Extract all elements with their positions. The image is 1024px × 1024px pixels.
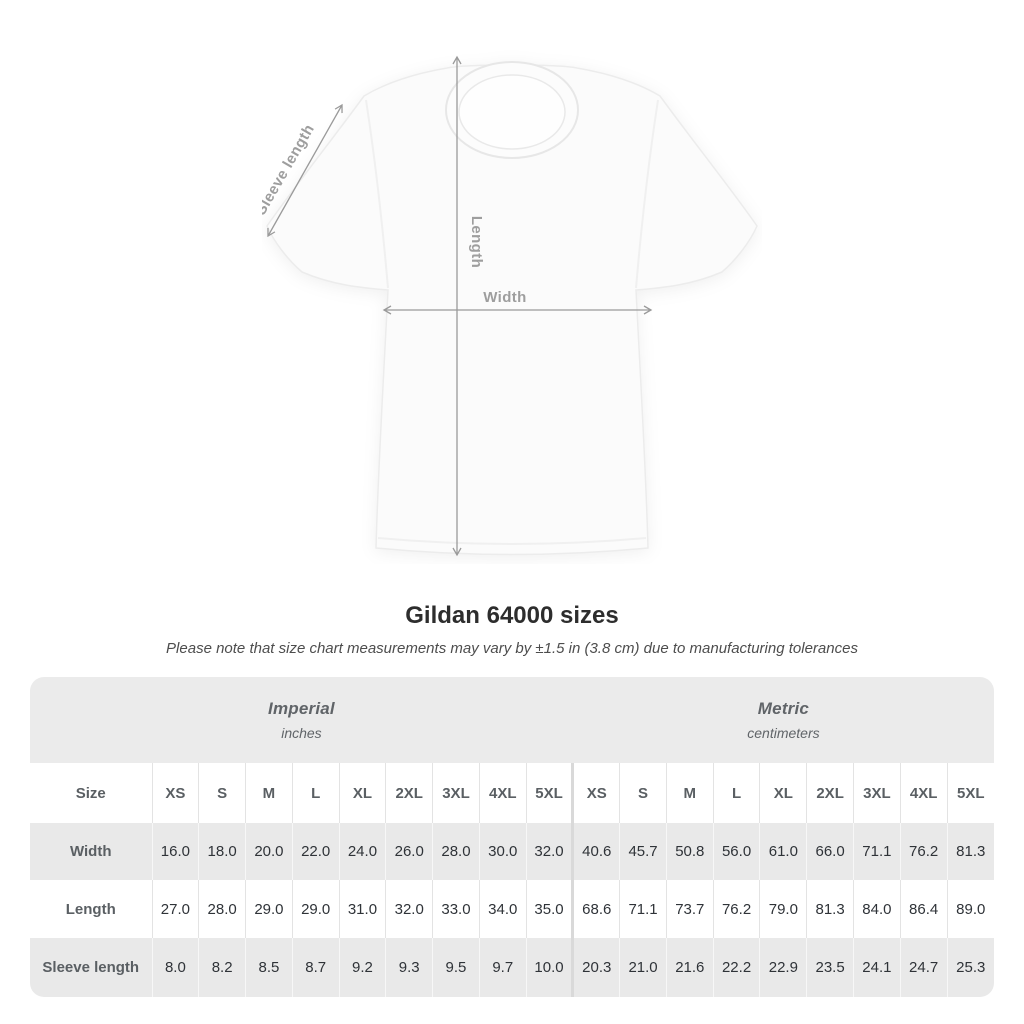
imperial-group-header: Imperial inches	[30, 677, 573, 763]
unit-group-row: Imperial inches Metric centimeters	[30, 677, 994, 763]
metric-size-l: L	[712, 763, 760, 823]
width-metric-value: 81.3	[946, 823, 994, 880]
sleeve-metric-value: 21.6	[665, 938, 714, 997]
row-label-width: Width	[69, 843, 112, 860]
measurement-arrows	[267, 55, 653, 557]
length-imperial-value: 32.0	[385, 880, 433, 938]
width-metric-value: 45.7	[619, 823, 667, 880]
length-imperial-value: 33.0	[432, 880, 480, 938]
width-imperial-value: 16.0	[151, 823, 199, 880]
imperial-size-l: L	[291, 763, 340, 823]
width-imperial-value: 18.0	[198, 823, 246, 880]
width-label: Width	[483, 289, 527, 306]
metric-group-header: Metric centimeters	[572, 677, 994, 763]
length-metric-value: 73.7	[665, 880, 714, 938]
size-column-header: Size	[75, 784, 106, 802]
sleeve-imperial-value: 8.0	[151, 938, 199, 997]
metric-size-xl: XL	[759, 763, 807, 823]
imperial-size-xs: XS	[151, 763, 199, 823]
length-imperial-value: 34.0	[478, 880, 527, 938]
sleeve-metric-value: 24.1	[852, 938, 901, 997]
width-imperial-value: 32.0	[525, 823, 573, 880]
metric-size-2xl: 2XL	[806, 763, 854, 823]
width-imperial-value: 30.0	[478, 823, 527, 880]
sleeve-metric-value: 22.9	[759, 938, 807, 997]
length-imperial-value: 27.0	[151, 880, 199, 938]
size-header-row: Size XS S M L XL 2XL 3XL 4XL 5XL XS S M …	[30, 763, 994, 823]
tshirt-silhouette	[266, 61, 758, 556]
length-imperial-value: 29.0	[291, 880, 340, 938]
page-title: Gildan 64000 sizes	[405, 602, 619, 629]
length-metric-value: 84.0	[852, 880, 901, 938]
row-label-length: Length	[65, 900, 116, 918]
length-metric-value: 86.4	[899, 880, 948, 938]
sleeve-imperial-value: 8.5	[245, 938, 293, 997]
metric-size-4xl: 4XL	[899, 763, 948, 823]
imperial-size-3xl: 3XL	[432, 763, 480, 823]
sleeve-metric-value: 24.7	[899, 938, 948, 997]
sleeve-imperial-value: 9.3	[385, 938, 433, 997]
metric-group-label: Metric	[757, 699, 810, 718]
metric-size-3xl: 3XL	[852, 763, 901, 823]
sleeve-metric-value: 21.0	[619, 938, 667, 997]
tolerance-note: Please note that size chart measurements…	[166, 640, 858, 657]
metric-size-m: M	[665, 763, 714, 823]
length-metric-value: 68.6	[571, 880, 620, 938]
table-row-sleeve-length: Sleeve length 8.0 8.2 8.5 8.7 9.2 9.3 9.…	[30, 938, 994, 997]
sleeve-metric-value: 20.3	[571, 938, 620, 997]
width-metric-value: 66.0	[806, 823, 854, 880]
imperial-size-xl: XL	[338, 763, 386, 823]
imperial-size-m: M	[245, 763, 293, 823]
metric-size-s: S	[619, 763, 667, 823]
width-metric-value: 61.0	[759, 823, 807, 880]
length-label: Length	[468, 216, 485, 268]
length-imperial-value: 28.0	[198, 880, 246, 938]
width-imperial-value: 20.0	[245, 823, 293, 880]
sleeve-imperial-value: 9.5	[432, 938, 480, 997]
sleeve-metric-value: 22.2	[712, 938, 760, 997]
width-imperial-value: 28.0	[432, 823, 480, 880]
length-metric-value: 89.0	[946, 880, 994, 938]
width-imperial-value: 24.0	[338, 823, 386, 880]
row-label-sleeve-length: Sleeve length	[42, 959, 140, 976]
sleeve-imperial-value: 9.2	[338, 938, 386, 997]
sleeve-imperial-value: 9.7	[478, 938, 527, 997]
imperial-group-label: Imperial	[268, 699, 335, 718]
shirt-diagram: Sleeve length Length Width	[262, 55, 758, 557]
imperial-size-5xl: 5XL	[525, 763, 573, 823]
imperial-size-4xl: 4XL	[478, 763, 527, 823]
length-imperial-value: 31.0	[338, 880, 386, 938]
imperial-size-s: S	[198, 763, 246, 823]
width-metric-value: 50.8	[665, 823, 714, 880]
collar-inner	[458, 74, 566, 150]
metric-size-5xl: 5XL	[946, 763, 994, 823]
tshirt-image: Sleeve length Length Width	[262, 55, 758, 557]
width-metric-value: 40.6	[571, 823, 620, 880]
length-metric-value: 71.1	[619, 880, 667, 938]
table-row-width: Width 16.0 18.0 20.0 22.0 24.0 26.0 28.0…	[30, 823, 994, 880]
table-row-length: Length 27.0 28.0 29.0 29.0 31.0 32.0 33.…	[30, 880, 994, 938]
width-metric-value: 76.2	[899, 823, 948, 880]
sleeve-metric-value: 25.3	[946, 938, 994, 997]
sleeve-metric-value: 23.5	[806, 938, 854, 997]
length-metric-value: 81.3	[806, 880, 854, 938]
sleeve-length-arrow	[267, 103, 343, 238]
width-metric-value: 71.1	[852, 823, 901, 880]
metric-size-xs: XS	[571, 763, 620, 823]
metric-group-unit: centimeters	[747, 725, 820, 741]
sleeve-imperial-value: 10.0	[525, 938, 573, 997]
length-imperial-value: 29.0	[245, 880, 293, 938]
length-metric-value: 76.2	[712, 880, 760, 938]
sleeve-imperial-value: 8.2	[198, 938, 246, 997]
sleeve-imperial-value: 8.7	[291, 938, 340, 997]
imperial-group-unit: inches	[281, 725, 322, 741]
width-metric-value: 56.0	[712, 823, 760, 880]
size-chart-table: Imperial inches Metric centimeters Size …	[30, 677, 994, 997]
width-imperial-value: 26.0	[385, 823, 433, 880]
length-metric-value: 79.0	[759, 880, 807, 938]
length-imperial-value: 35.0	[525, 880, 573, 938]
imperial-size-2xl: 2XL	[385, 763, 433, 823]
width-imperial-value: 22.0	[291, 823, 340, 880]
